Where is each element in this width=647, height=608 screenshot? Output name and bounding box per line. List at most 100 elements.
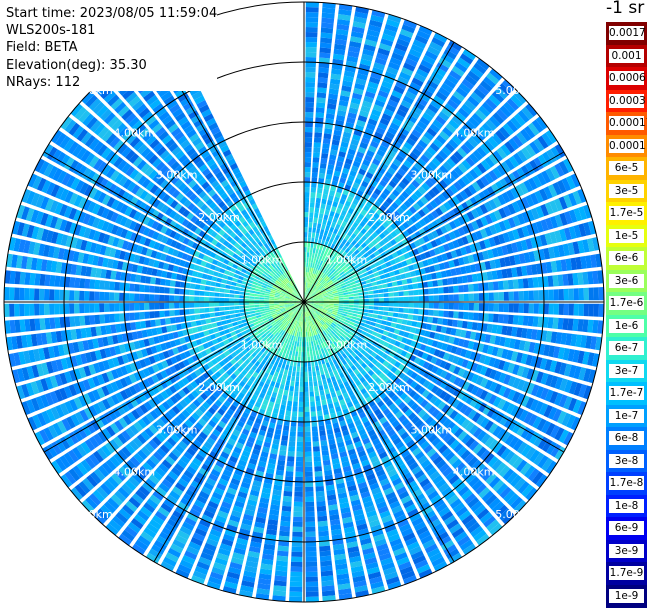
beam-gate — [145, 320, 151, 328]
beam-gate — [317, 92, 327, 98]
beam-gate — [379, 303, 384, 307]
beam-gate — [371, 282, 377, 286]
beam-gate — [259, 305, 264, 307]
beam-gate — [353, 311, 358, 314]
beam-gate — [294, 392, 299, 397]
beam-gate — [373, 290, 378, 294]
beam-gate — [234, 295, 239, 298]
beam-gate — [74, 278, 80, 288]
beam-gate — [40, 318, 46, 330]
beam-gate — [305, 217, 309, 222]
beam-gate — [403, 291, 408, 296]
beam-gate — [353, 293, 358, 296]
beam-gate — [328, 231, 333, 237]
beam-gate — [494, 292, 499, 301]
beam-gate — [469, 294, 474, 302]
beam-gate — [306, 47, 317, 52]
beam-gate — [316, 112, 325, 118]
beam-gate — [189, 309, 194, 314]
beam-gate — [249, 308, 254, 311]
beam-gate — [548, 276, 554, 287]
beam-gate — [165, 279, 171, 286]
beam-gate — [322, 143, 330, 149]
beam-gate — [285, 411, 291, 417]
beam-gate — [109, 303, 114, 312]
beam-gate — [249, 305, 254, 308]
beam-gate — [49, 304, 54, 315]
beam-gate — [299, 392, 303, 397]
beam-gate — [311, 187, 316, 192]
beam-gate — [301, 362, 304, 367]
beam-gate — [403, 285, 409, 290]
beam-gate — [323, 214, 328, 220]
beam-gate — [249, 296, 254, 299]
beam-gate — [320, 48, 332, 54]
beam-gate — [273, 585, 286, 591]
beam-gate — [24, 288, 29, 300]
beam-gate — [304, 232, 307, 237]
beam-gate — [311, 192, 316, 197]
beam-gate — [109, 292, 114, 301]
beam-gate — [463, 285, 469, 293]
beam-gate — [254, 305, 259, 308]
beam-gate — [140, 275, 146, 283]
beam-gate — [290, 431, 296, 436]
beam-gate — [308, 227, 312, 232]
beam-gate — [295, 382, 299, 387]
beam-gate — [305, 167, 311, 172]
beam-gate — [296, 452, 303, 457]
beam-gate — [314, 213, 319, 219]
beam-gate — [309, 222, 313, 227]
beam-gate — [174, 288, 179, 294]
beam-gate — [316, 102, 325, 108]
beam-gate — [206, 280, 212, 285]
beam-gate — [230, 314, 236, 318]
beam-gate — [324, 303, 329, 304]
beam-gate — [404, 303, 409, 308]
beam-gate — [230, 286, 236, 290]
beam-gate — [210, 318, 216, 323]
beam-gate — [59, 304, 64, 315]
beam-gate — [395, 324, 401, 329]
beam-gate — [503, 280, 509, 289]
beam-gate — [229, 302, 234, 305]
beam-gate — [215, 288, 221, 293]
beam-gate — [334, 298, 339, 300]
beam-gate — [473, 313, 479, 321]
beam-gate — [94, 280, 100, 290]
beam-gate — [199, 291, 204, 296]
beam-gate — [104, 314, 110, 323]
beam-gate — [114, 282, 120, 291]
beam-gate — [286, 466, 294, 472]
beam-gate — [321, 199, 326, 205]
beam-gate — [599, 304, 604, 317]
beam-gate — [389, 307, 394, 311]
beam-gate — [498, 281, 504, 290]
beam-gate — [310, 202, 315, 207]
beam-gate — [225, 315, 231, 319]
beam-gate — [224, 307, 229, 311]
beam-gate — [237, 279, 243, 283]
beam-gate — [229, 306, 234, 310]
beam-gate — [298, 352, 301, 357]
beam-gate — [175, 281, 181, 287]
beam-gate — [149, 303, 154, 310]
beam-gate — [528, 316, 534, 326]
beam-gate — [220, 288, 225, 292]
beam-gate — [287, 456, 294, 462]
beam-gate — [94, 315, 100, 325]
beam-gate — [293, 397, 298, 402]
beam-gate — [369, 295, 374, 298]
beam-gate — [292, 547, 303, 552]
beam-gate — [39, 304, 44, 316]
beam-gate — [306, 7, 319, 12]
beam-gate — [134, 312, 140, 320]
beam-gate — [305, 137, 312, 142]
beam-gate — [134, 303, 139, 311]
beam-gate — [292, 371, 296, 376]
beam-gate — [589, 304, 594, 317]
beam-gate — [299, 397, 303, 402]
beam-gate — [64, 303, 69, 314]
beam-gate — [539, 290, 544, 301]
beam-gate — [313, 152, 320, 158]
